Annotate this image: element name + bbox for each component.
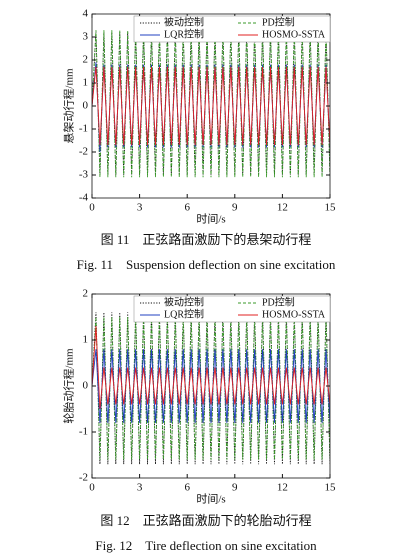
legend-label: LQR控制: [164, 307, 204, 320]
legend-label: PD控制: [262, 295, 295, 308]
y-tick-label: 0: [83, 100, 89, 112]
caption-en: Fig. 12 Tire deflection on sine excitati…: [95, 538, 317, 553]
data-line: [92, 66, 330, 146]
x-tick-label: 0: [89, 482, 95, 494]
x-tick-label: 3: [137, 202, 143, 214]
y-tick-label: -2: [79, 146, 88, 158]
x-tick-label: 12: [277, 482, 288, 494]
x-tick-label: 6: [184, 482, 190, 494]
legend-box: [133, 15, 331, 43]
caption-en: Fig. 11 Suspension deflection on sine ex…: [77, 257, 336, 272]
caption-cn: 图 11 正弦路面激励下的悬架动行程: [101, 232, 312, 247]
legend-label: 被动控制: [164, 295, 204, 308]
x-tick-label: 12: [277, 202, 288, 214]
y-tick-label: -1: [79, 123, 88, 135]
y-tick-label: 3: [83, 31, 89, 43]
x-tick-label: 9: [232, 202, 238, 214]
legend-label: LQR控制: [164, 27, 204, 40]
legend-label: 被动控制: [164, 15, 204, 28]
x-axis-label: 时间/s: [196, 493, 225, 506]
y-tick-label: -2: [79, 472, 88, 484]
y-tick-label: 1: [83, 77, 89, 89]
data-line: [92, 349, 330, 423]
x-tick-label: 6: [184, 202, 190, 214]
y-tick-label: 4: [83, 8, 89, 20]
y-tick-label: 2: [83, 288, 89, 300]
data-line: [92, 62, 330, 153]
y-axis-label: 悬架动行程/mm: [63, 68, 76, 144]
y-axis-label: 轮胎动行程/mm: [62, 348, 76, 424]
y-tick-label: 1: [83, 334, 89, 346]
y-tick-label: 0: [83, 380, 89, 392]
x-tick-label: 15: [325, 202, 337, 214]
y-tick-label: -4: [79, 192, 89, 204]
x-axis-label: 时间/s: [196, 213, 225, 226]
data-line: [92, 326, 330, 410]
y-tick-label: -3: [79, 169, 89, 181]
legend-label: HOSMO-SSTA: [262, 29, 326, 40]
legend-box: [133, 295, 331, 323]
x-tick-label: 3: [137, 482, 143, 494]
legend-label: HOSMO-SSTA: [262, 309, 326, 320]
data-line: [92, 312, 330, 465]
caption-cn: 图 12 正弦路面激励下的轮胎动行程: [100, 513, 311, 528]
data-line: [92, 30, 330, 178]
y-tick-label: -1: [79, 426, 88, 438]
data-line: [92, 32, 330, 176]
data-line: [92, 316, 330, 460]
legend-label: PD控制: [262, 15, 295, 28]
x-tick-label: 15: [325, 482, 337, 494]
x-tick-label: 9: [232, 482, 238, 494]
x-tick-label: 0: [89, 202, 95, 214]
y-tick-label: 2: [83, 54, 89, 66]
